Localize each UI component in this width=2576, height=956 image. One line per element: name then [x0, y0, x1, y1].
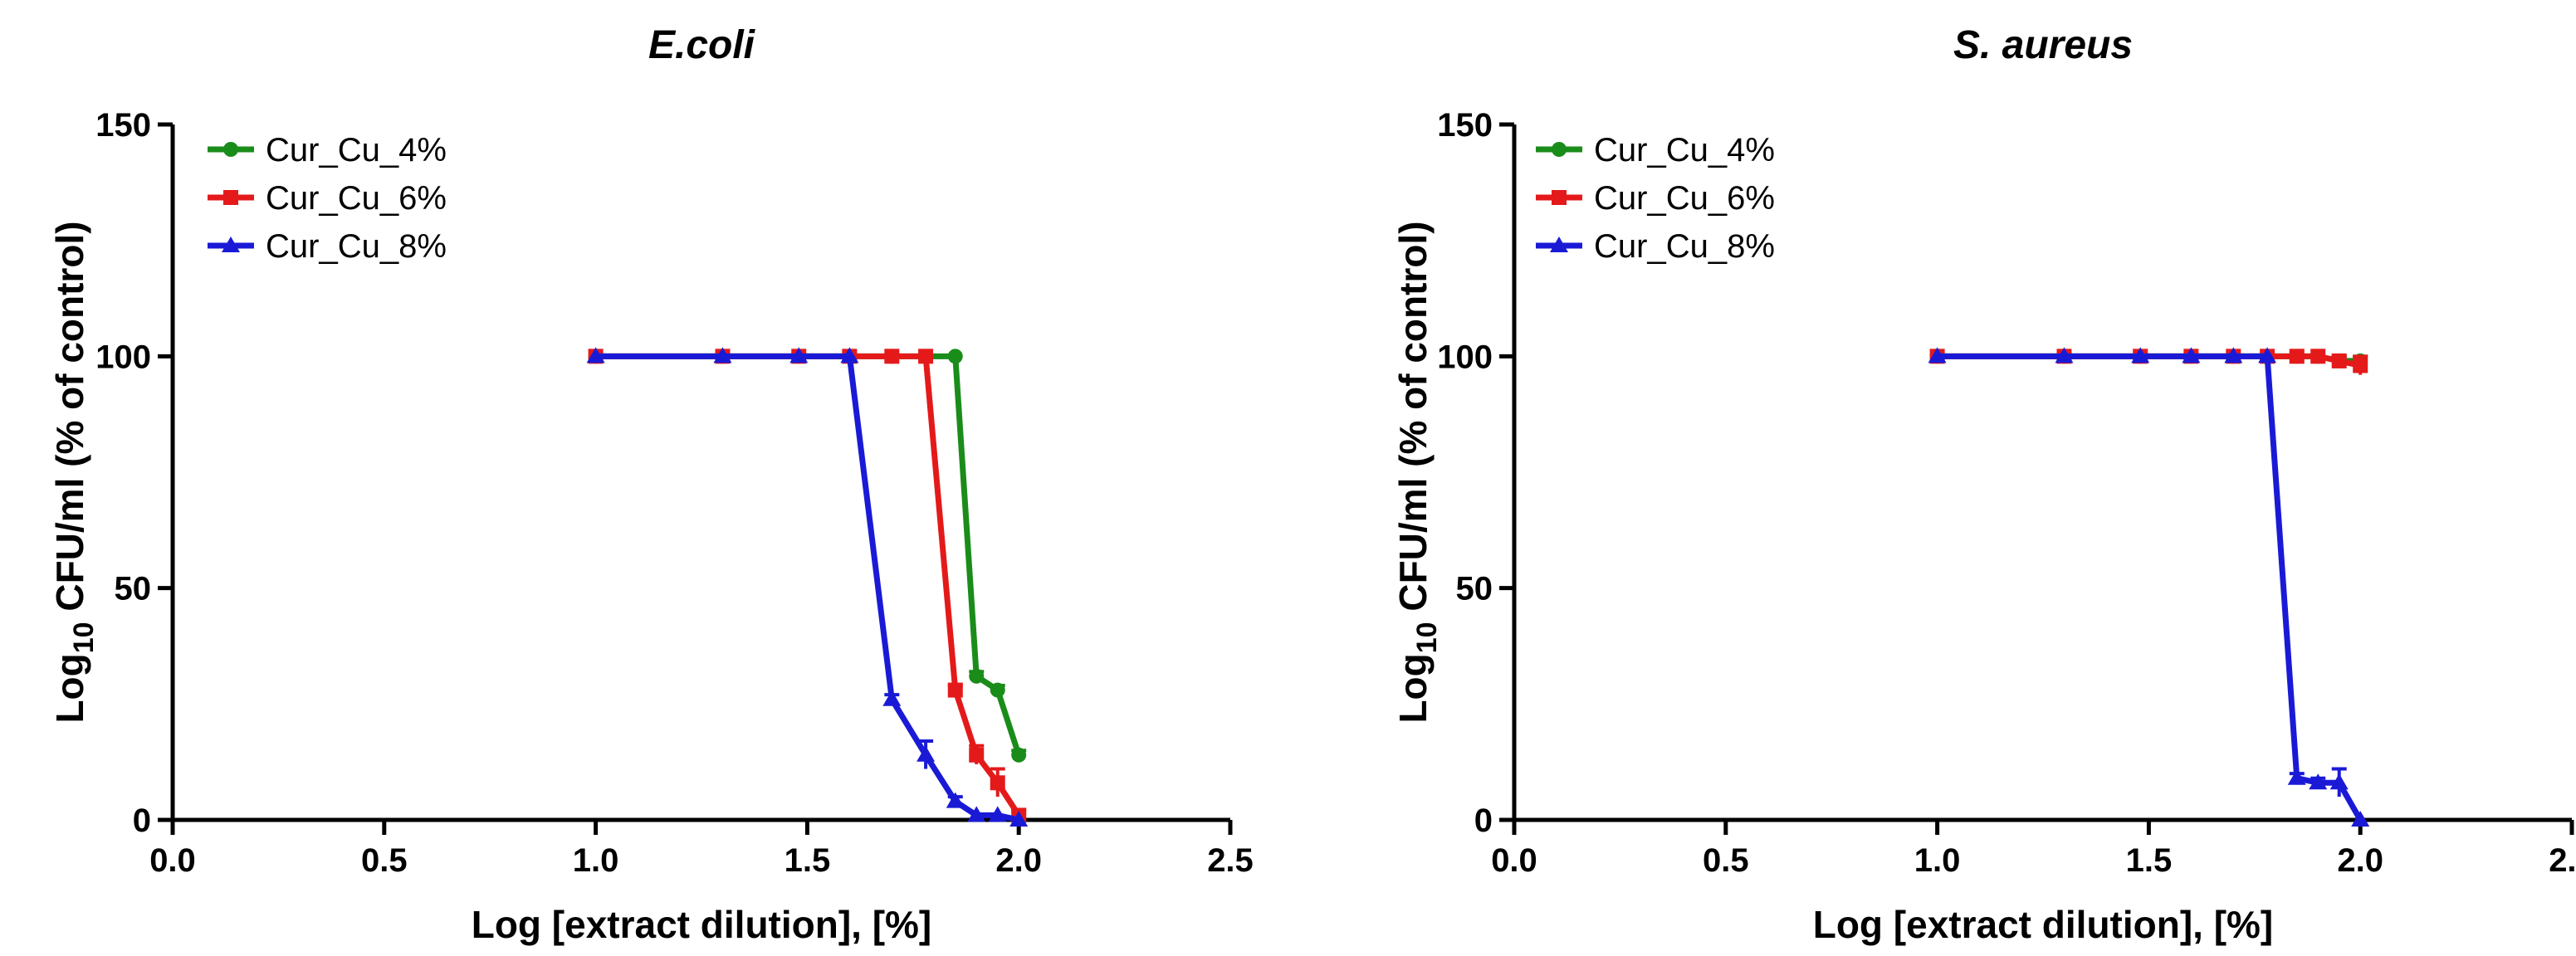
data-point	[990, 775, 1005, 791]
series-cur-cu-8-	[586, 347, 1029, 827]
data-point	[2351, 811, 2370, 827]
x-tick-label: 1.0	[573, 842, 619, 879]
x-tick-label: 2.0	[2337, 842, 2383, 879]
y-tick-label: 100	[1437, 339, 1493, 375]
y-axis-title-prefix: Log	[48, 653, 91, 723]
legend-marker	[1552, 142, 1567, 157]
data-point	[586, 347, 605, 363]
y-axis-title: Log10 CFU/ml (% of control)	[48, 221, 100, 723]
data-point	[917, 745, 936, 762]
legend-entry: Cur_Cu_8%	[208, 228, 447, 265]
x-tick-label: 0.5	[1703, 842, 1749, 879]
y-tick-label: 150	[1437, 107, 1493, 144]
chart-title: E.coli	[648, 23, 756, 67]
data-point	[1928, 347, 1947, 363]
data-point	[1011, 747, 1027, 763]
x-tick-label: 0.0	[149, 842, 196, 879]
legend-marker	[222, 237, 240, 252]
x-tick-label: 2.5	[2549, 842, 2576, 879]
legend-label: Cur_Cu_4%	[266, 132, 447, 168]
data-point	[990, 682, 1005, 698]
legend-entry: Cur_Cu_4%	[208, 132, 447, 168]
legend-label: Cur_Cu_6%	[266, 180, 447, 217]
data-point	[2258, 347, 2277, 363]
y-tick-label: 100	[95, 339, 151, 375]
legend-marker	[1552, 190, 1567, 205]
data-point	[988, 806, 1007, 822]
legend-marker	[223, 190, 238, 205]
y-axis-title-subscript: 10	[1411, 622, 1443, 653]
y-tick-label: 50	[115, 571, 152, 607]
y-axis-title: Log10 CFU/ml (% of control)	[1391, 221, 1443, 723]
legend-entry: Cur_Cu_8%	[1536, 228, 1775, 265]
legend-label: Cur_Cu_8%	[1594, 228, 1775, 265]
data-point	[946, 792, 965, 808]
y-tick-label: 0	[1474, 802, 1493, 839]
y-axis-title-prefix: Log	[1391, 653, 1435, 723]
x-tick-label: 0.0	[1491, 842, 1537, 879]
legend-marker	[223, 142, 238, 157]
data-point	[2182, 347, 2201, 363]
x-tick-label: 1.5	[785, 842, 831, 879]
series-cur-cu-8-	[1928, 347, 2370, 827]
data-point	[969, 668, 985, 684]
data-point	[967, 806, 986, 822]
x-tick-label: 2.0	[995, 842, 1042, 879]
chart-title: S. aureus	[1953, 23, 2133, 67]
legend-label: Cur_Cu_6%	[1594, 180, 1775, 217]
data-point	[969, 747, 985, 763]
y-tick-label: 150	[95, 107, 151, 144]
chart-saureus: S. aureus 0 50 100 150 0.0 0.5 1.0 1.5 2.0 2.5 Log …	[1391, 23, 2576, 946]
series-line	[1937, 353, 2363, 822]
data-point	[2310, 349, 2326, 364]
series-line	[595, 353, 1019, 823]
y-axis-title-subscript: 10	[68, 622, 100, 653]
legend-label: Cur_Cu_4%	[1594, 132, 1775, 168]
data-point	[713, 347, 732, 363]
x-axis-title: Log [extract dilution], [%]	[472, 903, 932, 946]
data-point	[2224, 347, 2243, 363]
data-point	[2289, 349, 2305, 364]
y-tick-label: 0	[133, 802, 151, 839]
data-point	[2287, 768, 2306, 785]
y-axis-title-rest: CFU/ml (% of control)	[1391, 221, 1435, 622]
x-tick-label: 1.5	[2126, 842, 2173, 879]
data-point	[947, 682, 963, 698]
legend-label: Cur_Cu_8%	[266, 228, 447, 265]
x-tick-label: 1.0	[1914, 842, 1961, 879]
data-point	[840, 347, 859, 363]
data-point	[2329, 773, 2349, 790]
legend-entry: Cur_Cu_6%	[1536, 180, 1775, 217]
data-point	[947, 349, 963, 364]
data-point	[789, 347, 809, 363]
data-point	[1009, 811, 1029, 827]
data-point	[2331, 353, 2347, 368]
data-point	[918, 349, 934, 364]
y-axis-title-rest: CFU/ml (% of control)	[48, 221, 91, 622]
legend-entry: Cur_Cu_4%	[1536, 132, 1775, 168]
legend-entry: Cur_Cu_6%	[208, 180, 447, 217]
legend-marker	[1550, 237, 1568, 252]
data-point	[2055, 347, 2074, 363]
data-point	[2309, 773, 2328, 790]
data-point	[882, 690, 902, 706]
chart-ecoli: E.coli 0 50 100 150 0.0 0.5 1.0 1.5 2.0 2.5 Log [ex…	[48, 23, 1254, 946]
data-point	[884, 349, 900, 364]
x-axis-title: Log [extract dilution], [%]	[1813, 903, 2274, 946]
data-point	[2131, 347, 2150, 363]
x-tick-label: 2.5	[1207, 842, 1254, 879]
y-tick-label: 50	[1456, 571, 1493, 607]
x-tick-label: 0.5	[361, 842, 408, 879]
data-point	[2353, 358, 2368, 373]
series-line	[595, 353, 1022, 817]
